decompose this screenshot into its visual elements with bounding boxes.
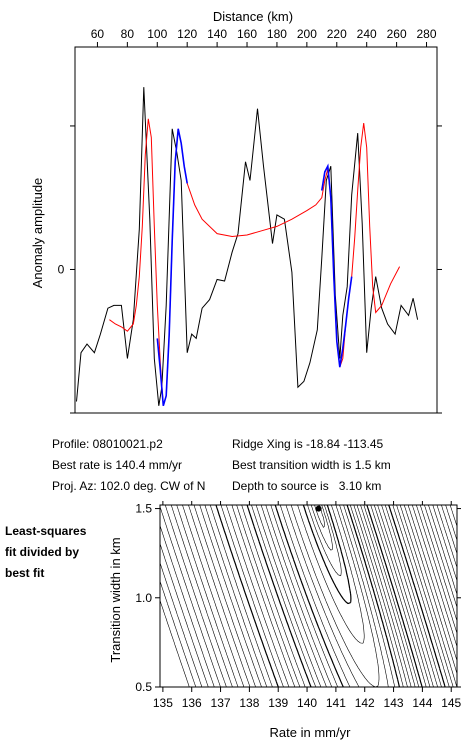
contour-x-tick-label: 137	[211, 696, 231, 710]
contour-x-tick-label: 142	[355, 696, 375, 710]
misfit-contour-line	[188, 504, 458, 688]
contour-caption-line: fit divided by	[5, 545, 80, 559]
contour-caption-line: best fit	[5, 566, 45, 580]
misfit-contour-line	[199, 504, 458, 688]
misfit-contour-line	[307, 504, 342, 577]
profile-x-tick-label: 220	[327, 27, 347, 41]
misfit-contour-line	[159, 504, 458, 688]
profile-x-tick-label: 80	[121, 27, 135, 41]
misfit-contour-line	[159, 504, 458, 688]
contour-y-tick-label: 0.5	[135, 680, 152, 694]
profile-x-tick-label: 160	[237, 27, 257, 41]
misfit-contour-line	[159, 504, 458, 688]
profile-x-tick-label: 120	[177, 27, 197, 41]
misfit-contour-line	[215, 504, 446, 688]
profile-x-tick-label: 280	[417, 27, 437, 41]
misfit-contour-line	[204, 504, 454, 688]
misfit-contour-line	[182, 504, 458, 688]
profile-plot-frame	[74, 46, 438, 414]
projection-azimuth-text: Proj. Az: 102.0 deg. CW of N	[52, 479, 206, 493]
misfit-contour-line	[231, 504, 434, 688]
contour-caption: Least-squares fit divided by best fit	[5, 521, 86, 584]
misfit-contour-line	[210, 504, 450, 688]
profile-x-tick-label: 60	[91, 27, 105, 41]
contour-y-tick-label: 1.0	[135, 591, 152, 605]
misfit-contour-line	[270, 504, 404, 688]
contour-x-tick-label: 140	[297, 696, 317, 710]
misfit-contour-line	[297, 504, 365, 644]
misfit-contour-line	[290, 504, 380, 688]
misfit-contour-line	[241, 504, 427, 688]
contour-x-axis-label: Rate in mm/yr	[270, 725, 352, 740]
misfit-contour-line	[310, 504, 333, 551]
misfit-contour-line	[251, 504, 420, 688]
profile-fit-segment-line	[321, 163, 353, 368]
contour-y-tick-label: 1.5	[135, 502, 152, 516]
profile-fit-segment-line	[156, 128, 188, 407]
depth-to-source-text: Depth to source is 3.10 km	[232, 479, 382, 493]
profile-observed-line	[76, 87, 419, 406]
profile-x-tick-label: 100	[147, 27, 167, 41]
ridge-crossing-text: Ridge Xing is -18.84 -113.45	[232, 437, 384, 451]
profile-x-tick-label: 260	[387, 27, 407, 41]
profile-id-text: Profile: 08010021.p2	[52, 437, 163, 451]
profile-x-tick-label: 140	[207, 27, 227, 41]
misfit-contour-line	[159, 504, 458, 688]
misfit-contour-line	[176, 504, 458, 688]
misfit-contour-line	[302, 504, 352, 605]
contour-x-tick-label: 144	[412, 696, 432, 710]
contour-caption-line: Least-squares	[5, 524, 87, 538]
misfit-contour-line	[220, 504, 442, 688]
misfit-contour-line	[260, 504, 412, 688]
contour-x-tick-label: 138	[239, 696, 259, 710]
misfit-contour-line	[279, 504, 395, 688]
contour-x-tick-label: 145	[441, 696, 461, 710]
misfit-contour-line	[236, 504, 431, 688]
profile-model-line	[109, 118, 401, 406]
misfit-contour-line	[274, 504, 400, 688]
misfit-contour-line	[246, 504, 423, 688]
best-fit-marker	[315, 505, 322, 512]
profile-x-axis-label: Distance (km)	[213, 9, 293, 24]
contour-x-tick-label: 141	[326, 696, 346, 710]
misfit-contour-line	[193, 504, 458, 688]
misfit-contour-line	[159, 504, 458, 688]
contour-plot-frame	[159, 504, 458, 688]
contour-x-tick-label: 143	[384, 696, 404, 710]
profile-y-tick-label: 0	[58, 262, 65, 276]
misfit-contour-line	[226, 504, 438, 688]
profile-x-tick-label: 200	[297, 27, 317, 41]
profile-x-tick-label: 240	[357, 27, 377, 41]
misfit-contour-line	[255, 504, 416, 688]
best-rate-text: Best rate is 140.4 mm/yr	[52, 458, 183, 472]
misfit-contour-line	[285, 504, 389, 688]
misfit-contour-line	[265, 504, 408, 688]
profile-x-tick-label: 180	[267, 27, 287, 41]
misfit-contour-line	[170, 504, 458, 688]
misfit-contour-line	[159, 504, 458, 688]
misfit-contour-line	[165, 504, 458, 688]
contour-x-tick-label: 135	[153, 696, 173, 710]
best-transition-width-text: Best transition width is 1.5 km	[232, 458, 391, 472]
contour-x-tick-label: 139	[268, 696, 288, 710]
contour-x-tick-label: 136	[182, 696, 202, 710]
contour-y-axis-label: Transition width in km	[108, 537, 123, 662]
profile-y-axis-label: Anomaly amplitude	[30, 178, 45, 289]
